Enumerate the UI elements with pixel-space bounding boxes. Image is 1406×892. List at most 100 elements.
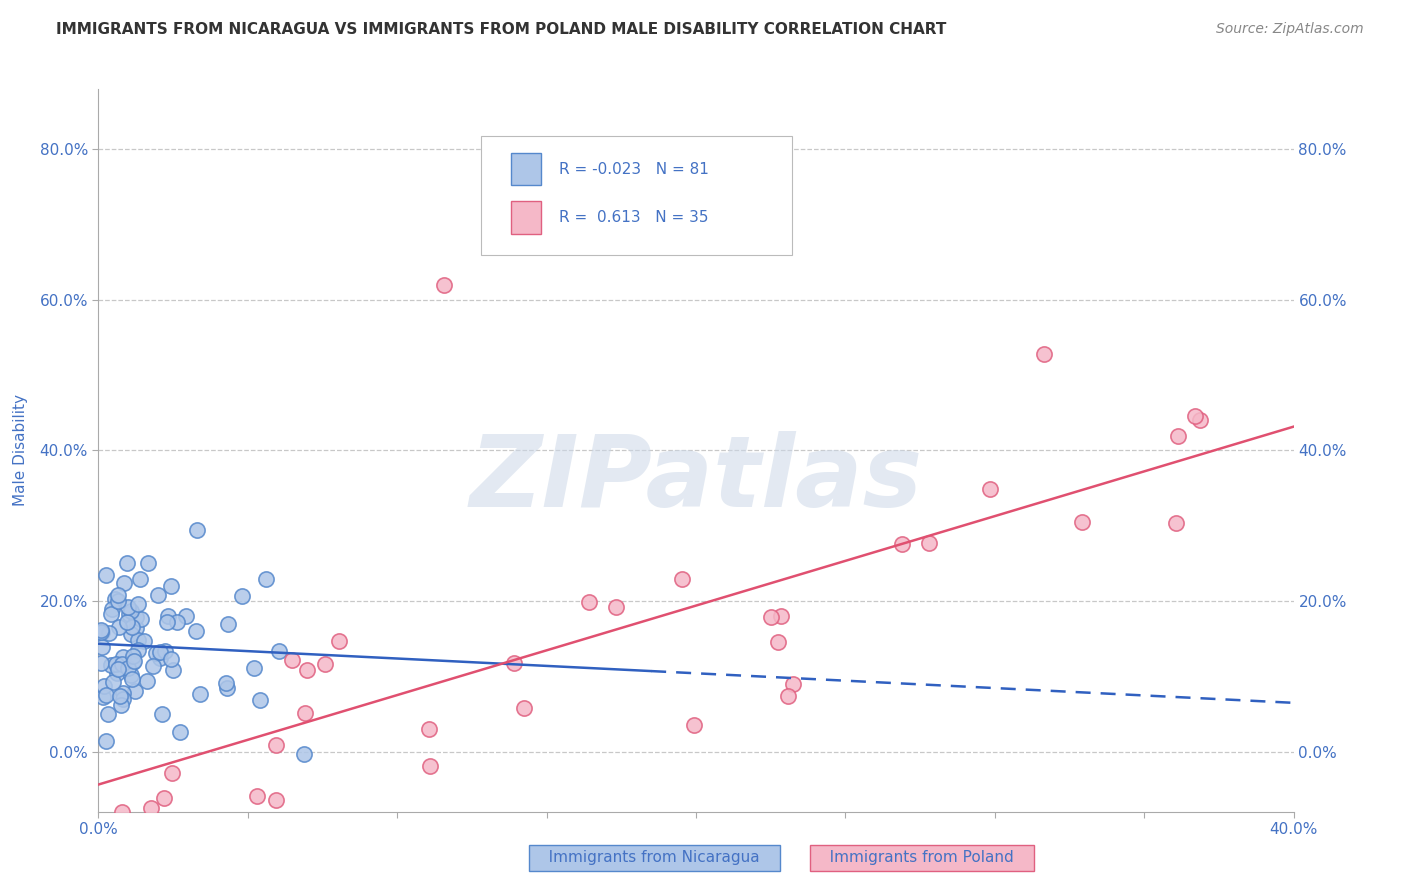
Point xyxy=(169,725,191,739)
Point xyxy=(418,722,440,736)
Point xyxy=(166,615,188,630)
Point xyxy=(121,620,143,634)
Point xyxy=(111,657,134,672)
Point xyxy=(433,277,456,292)
Point xyxy=(127,642,149,657)
Point xyxy=(162,766,184,780)
Point xyxy=(121,672,143,686)
Point xyxy=(294,706,316,720)
Point xyxy=(295,663,318,677)
Point xyxy=(104,592,127,607)
Point xyxy=(117,557,139,571)
Point xyxy=(153,791,176,805)
Point xyxy=(243,661,266,675)
Point xyxy=(578,595,600,609)
Point xyxy=(778,689,800,703)
FancyBboxPatch shape xyxy=(481,136,792,255)
Point xyxy=(115,615,138,630)
Point xyxy=(111,805,134,819)
Point xyxy=(1188,413,1211,427)
Point xyxy=(122,655,145,669)
Point xyxy=(93,680,115,694)
Point xyxy=(112,649,135,664)
Point xyxy=(186,624,208,638)
Point xyxy=(91,624,114,639)
Point xyxy=(782,677,804,691)
Y-axis label: Male Disability: Male Disability xyxy=(14,394,28,507)
Text: R =  0.613   N = 35: R = 0.613 N = 35 xyxy=(558,210,709,225)
Text: Source: ZipAtlas.com: Source: ZipAtlas.com xyxy=(1216,22,1364,37)
Point xyxy=(127,632,149,647)
Text: IMMIGRANTS FROM NICARAGUA VS IMMIGRANTS FROM POLAND MALE DISABILITY CORRELATION : IMMIGRANTS FROM NICARAGUA VS IMMIGRANTS … xyxy=(56,22,946,37)
Text: R = -0.023   N = 81: R = -0.023 N = 81 xyxy=(558,161,709,177)
Point xyxy=(124,684,146,698)
FancyBboxPatch shape xyxy=(510,153,541,186)
Point xyxy=(1070,515,1092,529)
Point xyxy=(120,627,142,641)
Point xyxy=(149,645,172,659)
Point xyxy=(110,698,132,712)
Point xyxy=(292,747,315,761)
Point xyxy=(117,661,139,675)
Point xyxy=(186,523,208,537)
Point xyxy=(153,644,176,658)
Point xyxy=(146,588,169,602)
Point xyxy=(769,608,792,623)
Point xyxy=(97,706,120,721)
Point xyxy=(96,688,118,702)
Point xyxy=(94,568,117,582)
Point xyxy=(90,657,112,671)
Point xyxy=(671,572,693,586)
Point xyxy=(267,643,290,657)
Point xyxy=(605,600,627,615)
Point xyxy=(328,634,350,648)
Point xyxy=(121,604,143,618)
Point xyxy=(127,597,149,611)
Point xyxy=(148,651,170,665)
Point xyxy=(135,674,157,689)
Point xyxy=(141,800,163,814)
Point xyxy=(160,579,183,593)
Point xyxy=(105,665,128,680)
Point xyxy=(1032,347,1054,361)
Point xyxy=(125,610,148,624)
Point xyxy=(121,648,143,663)
Point xyxy=(1184,409,1206,424)
Point xyxy=(152,706,174,721)
Point xyxy=(90,623,112,637)
Point xyxy=(129,572,152,586)
Point xyxy=(91,640,114,655)
Point xyxy=(419,759,441,773)
Point xyxy=(979,482,1001,496)
Point xyxy=(246,789,269,803)
Point xyxy=(231,590,253,604)
FancyBboxPatch shape xyxy=(510,202,541,234)
Point xyxy=(217,616,239,631)
Point xyxy=(120,667,142,681)
Point xyxy=(117,599,139,614)
Point xyxy=(111,686,134,700)
Point xyxy=(141,658,163,673)
Point xyxy=(1167,428,1189,442)
Point xyxy=(118,607,141,622)
Point xyxy=(112,576,135,591)
Point xyxy=(766,635,789,649)
Point xyxy=(174,609,197,624)
Text: ZIPatlas: ZIPatlas xyxy=(470,431,922,528)
Point xyxy=(503,656,526,670)
Point xyxy=(94,734,117,748)
Point xyxy=(134,633,156,648)
Point xyxy=(101,602,124,616)
Point xyxy=(759,610,782,624)
Point xyxy=(314,657,336,672)
Point xyxy=(281,653,304,667)
Point xyxy=(107,594,129,608)
Point xyxy=(918,536,941,550)
Point xyxy=(136,556,159,570)
Point xyxy=(101,675,124,690)
Point xyxy=(512,700,534,714)
Point xyxy=(145,646,167,660)
Point xyxy=(249,693,271,707)
Point xyxy=(90,625,112,640)
Point xyxy=(215,676,238,690)
